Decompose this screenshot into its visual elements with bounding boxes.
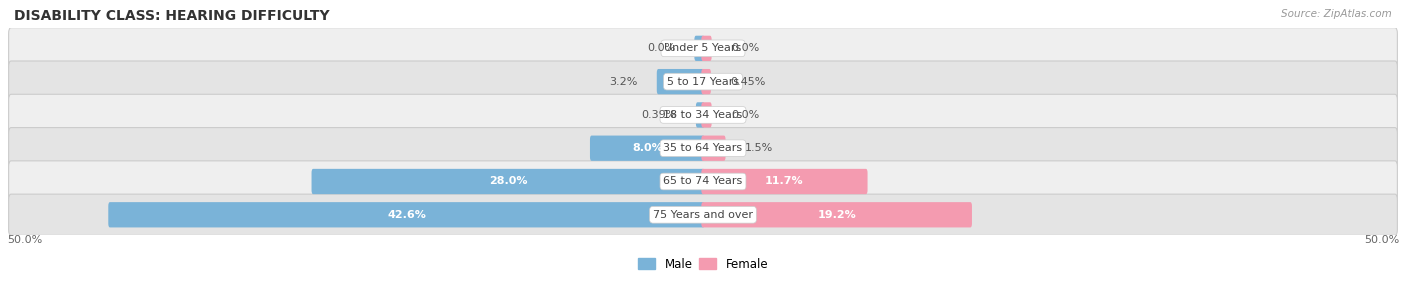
Legend: Male, Female: Male, Female [634, 254, 772, 274]
FancyBboxPatch shape [657, 69, 704, 94]
Text: Under 5 Years: Under 5 Years [665, 43, 741, 53]
Text: 11.7%: 11.7% [765, 177, 804, 186]
Text: Source: ZipAtlas.com: Source: ZipAtlas.com [1281, 9, 1392, 19]
Text: 19.2%: 19.2% [817, 210, 856, 220]
FancyBboxPatch shape [702, 169, 868, 194]
Text: 65 to 74 Years: 65 to 74 Years [664, 177, 742, 186]
Text: 8.0%: 8.0% [631, 143, 662, 153]
FancyBboxPatch shape [108, 202, 704, 227]
FancyBboxPatch shape [8, 28, 1398, 69]
Text: 28.0%: 28.0% [489, 177, 527, 186]
Text: 0.45%: 0.45% [730, 76, 765, 87]
FancyBboxPatch shape [702, 136, 725, 161]
FancyBboxPatch shape [702, 69, 711, 94]
Text: 0.39%: 0.39% [641, 110, 676, 120]
Text: 35 to 64 Years: 35 to 64 Years [664, 143, 742, 153]
Text: 1.5%: 1.5% [745, 143, 773, 153]
FancyBboxPatch shape [8, 194, 1398, 235]
Text: 50.0%: 50.0% [1364, 235, 1399, 245]
Text: DISABILITY CLASS: HEARING DIFFICULTY: DISABILITY CLASS: HEARING DIFFICULTY [14, 9, 329, 23]
FancyBboxPatch shape [702, 202, 972, 227]
Text: 18 to 34 Years: 18 to 34 Years [664, 110, 742, 120]
FancyBboxPatch shape [695, 36, 704, 61]
FancyBboxPatch shape [696, 102, 704, 128]
Text: 0.0%: 0.0% [731, 110, 759, 120]
Text: 0.0%: 0.0% [647, 43, 675, 53]
Text: 50.0%: 50.0% [7, 235, 42, 245]
FancyBboxPatch shape [8, 161, 1398, 202]
FancyBboxPatch shape [8, 61, 1398, 102]
FancyBboxPatch shape [702, 102, 711, 128]
FancyBboxPatch shape [8, 94, 1398, 136]
FancyBboxPatch shape [312, 169, 704, 194]
FancyBboxPatch shape [702, 36, 711, 61]
Text: 5 to 17 Years: 5 to 17 Years [666, 76, 740, 87]
Text: 3.2%: 3.2% [609, 76, 637, 87]
FancyBboxPatch shape [591, 136, 704, 161]
FancyBboxPatch shape [8, 128, 1398, 169]
Text: 0.0%: 0.0% [731, 43, 759, 53]
Text: 42.6%: 42.6% [387, 210, 426, 220]
Text: 75 Years and over: 75 Years and over [652, 210, 754, 220]
